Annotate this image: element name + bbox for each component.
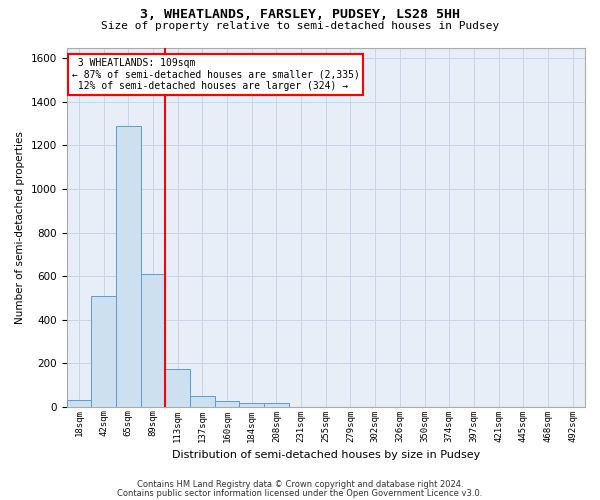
Bar (215, 401, 239, 406)
Text: 3, WHEATLANDS, FARSLEY, PUDSEY, LS28 5HH: 3, WHEATLANDS, FARSLEY, PUDSEY, LS28 5HH (140, 8, 460, 20)
Bar (67, 400, 91, 406)
X-axis label: Distribution of semi-detached houses by size in Pudsey: Distribution of semi-detached houses by … (172, 450, 480, 460)
Text: 3 WHEATLANDS: 109sqm
← 87% of semi-detached houses are smaller (2,335)
 12% of s: 3 WHEATLANDS: 109sqm ← 87% of semi-detac… (72, 58, 359, 92)
Bar (264, 404, 289, 406)
Bar (116, 126, 140, 406)
Text: Contains public sector information licensed under the Open Government Licence v3: Contains public sector information licen… (118, 489, 482, 498)
Text: Size of property relative to semi-detached houses in Pudsey: Size of property relative to semi-detach… (101, 21, 499, 31)
Y-axis label: Number of semi-detached properties: Number of semi-detached properties (15, 130, 25, 324)
Bar (165, 368, 190, 406)
Bar (140, 274, 165, 406)
Text: Contains HM Land Registry data © Crown copyright and database right 2024.: Contains HM Land Registry data © Crown c… (137, 480, 463, 489)
Bar (91, 296, 116, 406)
Bar (190, 396, 215, 406)
Bar (239, 404, 264, 406)
